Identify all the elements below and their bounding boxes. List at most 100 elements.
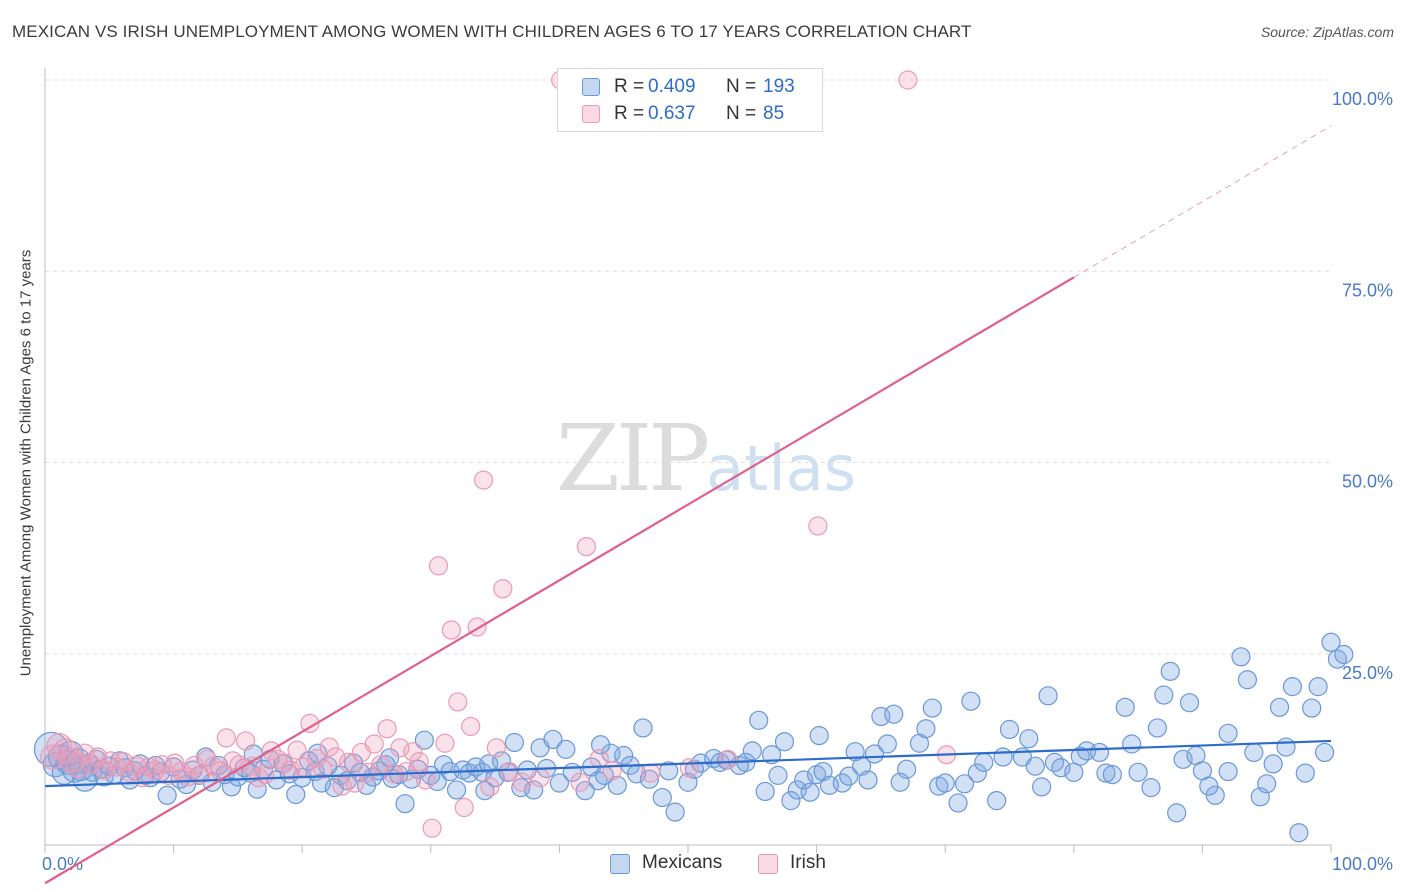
point-mexicans <box>768 765 788 785</box>
point-mexicans <box>543 729 563 750</box>
point-irish <box>300 713 320 733</box>
point-irish <box>486 738 506 758</box>
point-mexicans <box>1308 677 1328 697</box>
point-mexicans <box>1064 762 1084 782</box>
point-irish <box>602 761 622 781</box>
point-mexicans <box>974 752 994 772</box>
point-mexicans <box>1044 752 1065 772</box>
legend-row-irish: R = 0.637 N = 85 <box>558 101 822 127</box>
point-mexicans <box>1321 632 1341 652</box>
point-mexicans <box>781 791 801 811</box>
point-irish <box>113 752 134 772</box>
point-irish <box>480 777 500 797</box>
point-mexicans <box>948 793 968 813</box>
legend-n-value-mexicans: 193 <box>763 76 795 97</box>
point-mexicans <box>877 734 897 754</box>
point-mexicans <box>485 768 505 788</box>
point-mexicans <box>1025 756 1045 776</box>
point-mexicans <box>1019 729 1039 749</box>
point-irish <box>216 728 236 748</box>
point-mexicans <box>1115 697 1135 717</box>
point-irish <box>448 692 468 712</box>
point-irish <box>40 744 66 770</box>
point-irish <box>512 772 532 792</box>
point-mexicans <box>1096 763 1116 783</box>
point-mexicans <box>1179 693 1200 713</box>
legend-n-label: N = <box>726 76 757 97</box>
watermark-atlas: atlas <box>706 432 856 505</box>
point-mexicans <box>967 763 987 783</box>
legend-r-value-irish: 0.637 <box>648 103 696 124</box>
point-irish <box>499 761 519 782</box>
point-mexicans <box>1289 823 1309 843</box>
point-mexicans <box>286 784 306 805</box>
point-irish <box>454 797 474 818</box>
point-mexicans <box>987 791 1007 811</box>
legend: R = 0.409 N = 193 R = 0.637 N = 85 <box>557 68 823 132</box>
watermark-zip: ZIP <box>556 405 710 512</box>
point-mexicans <box>1199 776 1219 796</box>
point-irish <box>461 716 481 737</box>
point-mexicans <box>311 773 332 793</box>
bottom-legend-swatch-irish <box>758 854 778 874</box>
point-mexicans <box>1167 803 1187 823</box>
bottom-legend-label-irish: Irish <box>790 852 826 873</box>
point-mexicans <box>1032 777 1052 797</box>
point-mexicans <box>590 735 611 755</box>
trend-line-irish <box>44 276 1075 885</box>
point-irish <box>473 470 494 490</box>
chart-title: MEXICAN VS IRISH UNEMPLOYMENT AMONG WOME… <box>12 22 972 41</box>
point-irish <box>441 620 461 640</box>
point-irish <box>576 537 597 557</box>
point-irish <box>898 70 918 90</box>
point-irish <box>236 731 256 751</box>
point-mexicans <box>993 747 1013 767</box>
point-irish <box>75 743 95 763</box>
point-irish <box>306 748 326 769</box>
bottom-legend-swatch-mexicans <box>610 854 630 874</box>
point-mexicans <box>549 773 570 793</box>
point-mexicans <box>498 762 518 782</box>
legend-n-label: N = <box>726 103 757 124</box>
point-mexicans <box>475 781 495 801</box>
point-mexicans <box>749 710 769 730</box>
point-mexicans <box>809 726 829 746</box>
point-mexicans <box>414 730 434 750</box>
point-irish <box>428 556 449 576</box>
point-mexicans <box>1295 763 1315 783</box>
bottom-legend-label-mexicans: Mexicans <box>642 852 723 873</box>
y-tick-label: 50.0% <box>1342 472 1393 492</box>
point-mexicans <box>1122 734 1142 754</box>
point-mexicans <box>935 773 955 793</box>
point-mexicans <box>395 794 415 814</box>
legend-row-mexicans: R = 0.409 N = 193 <box>558 74 822 100</box>
point-irish <box>313 759 333 779</box>
point-mexicans <box>1218 761 1238 782</box>
x-tick-label: 0.0% <box>42 854 83 874</box>
y-tick-label: 75.0% <box>1342 280 1393 300</box>
point-mexicans <box>1314 742 1335 763</box>
point-mexicans <box>897 759 917 779</box>
point-irish <box>641 763 661 783</box>
point-mexicans <box>614 745 634 766</box>
point-mexicans <box>1276 737 1296 757</box>
point-mexicans <box>157 785 177 805</box>
point-irish <box>345 773 365 793</box>
legend-r-label: R = <box>614 103 645 124</box>
point-mexicans <box>524 780 544 800</box>
point-mexicans <box>1147 718 1167 738</box>
point-mexicans <box>1231 647 1251 667</box>
point-mexicans <box>884 704 904 724</box>
point-mexicans <box>504 732 524 753</box>
y-tick-label: 25.0% <box>1342 663 1393 683</box>
x-tick-label: 100.0% <box>1332 854 1393 874</box>
point-mexicans <box>922 698 942 718</box>
legend-swatch-irish <box>582 105 600 123</box>
point-irish <box>409 752 429 772</box>
point-irish <box>403 742 423 762</box>
point-mexicans <box>556 739 576 759</box>
point-mexicans <box>1218 723 1238 743</box>
y-tick-label: 100.0% <box>1332 89 1393 109</box>
point-irish <box>396 761 416 782</box>
